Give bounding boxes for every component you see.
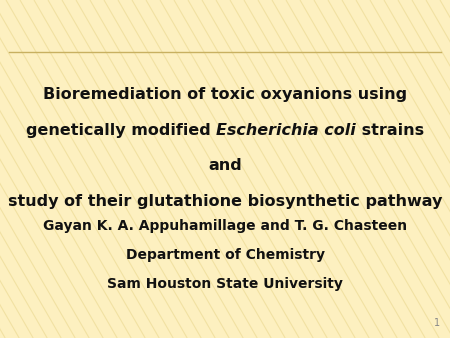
- Text: Escherichia coli: Escherichia coli: [216, 123, 356, 138]
- Text: Gayan K. A. Appuhamillage and T. G. Chasteen: Gayan K. A. Appuhamillage and T. G. Chas…: [43, 219, 407, 234]
- Text: Department of Chemistry: Department of Chemistry: [126, 248, 324, 262]
- Text: genetically modified: genetically modified: [26, 123, 216, 138]
- Text: 1: 1: [434, 318, 440, 328]
- Text: Sam Houston State University: Sam Houston State University: [107, 277, 343, 291]
- Text: and: and: [208, 158, 242, 173]
- Text: study of their glutathione biosynthetic pathway: study of their glutathione biosynthetic …: [8, 194, 442, 209]
- Text: strains: strains: [356, 123, 424, 138]
- Text: Bioremediation of toxic oxyanions using: Bioremediation of toxic oxyanions using: [43, 87, 407, 102]
